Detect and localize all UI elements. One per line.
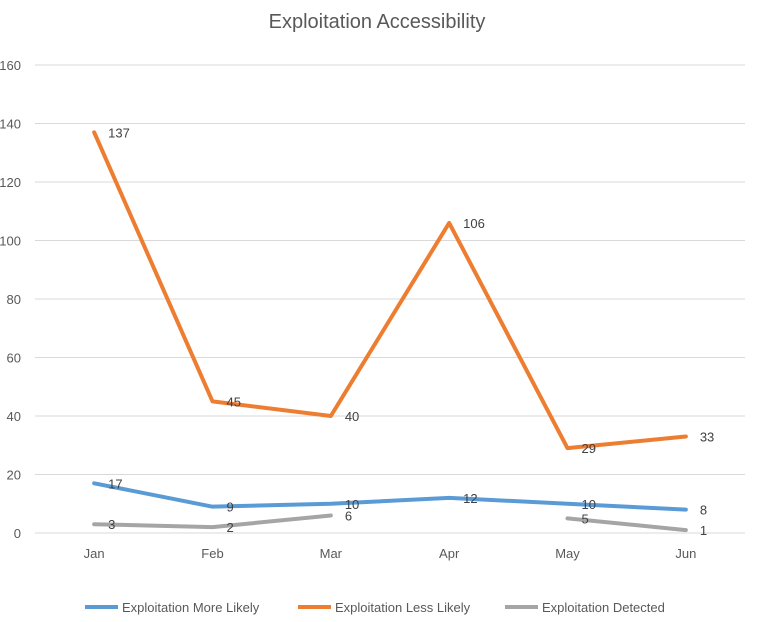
y-tick-label: 140 [0,117,21,132]
data-label: 17 [108,476,122,491]
data-label: 10 [582,497,596,512]
data-label: 5 [582,511,589,526]
data-label: 40 [345,409,359,424]
legend-entry: Exploitation More Likely [122,600,260,615]
y-tick-label: 160 [0,58,21,73]
x-tick-label: May [555,546,580,561]
series-line [92,481,688,512]
data-label: 137 [108,125,130,140]
x-tick-label: Mar [320,546,343,561]
y-tick-label: 120 [0,175,21,190]
data-label: 3 [108,517,115,532]
data-label: 10 [345,497,359,512]
data-label: 12 [463,491,477,506]
y-tick-label: 100 [0,234,21,249]
series-line [92,513,333,530]
series-line [565,516,688,533]
data-label: 8 [700,503,707,518]
y-tick-label: 60 [7,351,21,366]
data-label: 45 [227,394,241,409]
data-label: 33 [700,429,714,444]
x-tick-label: Feb [201,546,223,561]
y-tick-label: 20 [7,468,21,483]
data-label: 9 [227,500,234,515]
chart-title: Exploitation Accessibility [269,11,486,33]
x-tick-label: Jan [84,546,105,561]
legend-entry: Exploitation Detected [542,600,665,615]
y-tick-label: 0 [14,526,21,541]
data-label: 106 [463,216,485,231]
legend-entry: Exploitation Less Likely [335,600,471,615]
data-label: 29 [582,441,596,456]
series-line [92,130,688,451]
x-tick-label: Jun [675,546,696,561]
y-tick-label: 40 [7,409,21,424]
data-label: 1 [700,523,707,538]
data-label: 6 [345,508,352,523]
y-tick-label: 80 [7,292,21,307]
x-tick-label: Apr [439,546,460,561]
data-label: 2 [227,520,234,535]
